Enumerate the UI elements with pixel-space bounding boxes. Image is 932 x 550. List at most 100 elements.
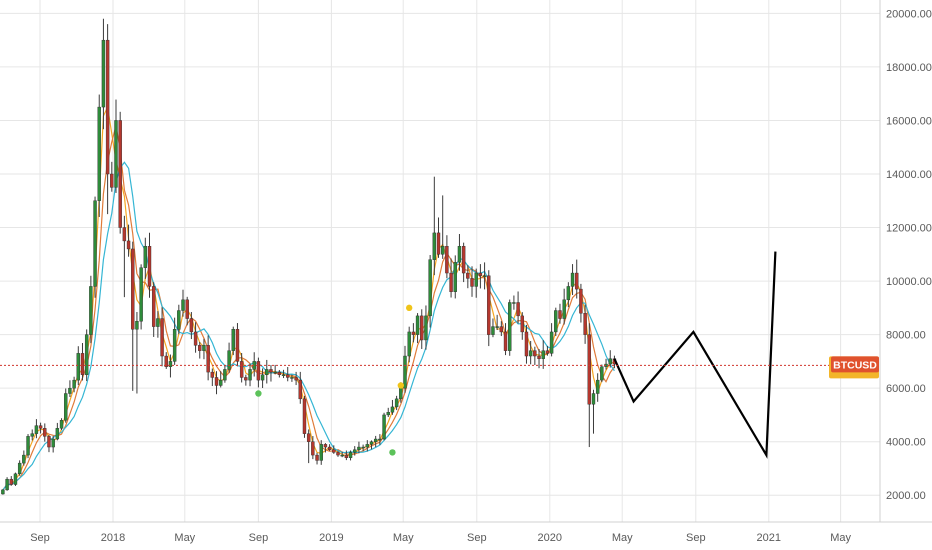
signal-dot [255,390,262,397]
candle-body [105,39,110,175]
candle [1,489,5,495]
candle-body [369,441,374,445]
ma-slow-line [2,161,615,491]
candle-body [508,302,512,351]
candle-body [491,326,495,335]
candle-body [516,302,520,317]
candle [181,289,185,317]
price-label-text: BTCUSD [833,359,877,371]
candle-body [193,331,198,346]
candle [549,323,554,357]
candle-body [432,232,437,260]
candle-body [198,345,202,351]
candle [315,452,319,465]
chart-grid [0,0,880,522]
candle-body [34,425,39,434]
candle [407,326,411,363]
x-tick-label: Sep [467,532,487,544]
candle-body [361,446,365,449]
candle-body [13,473,18,485]
candle-body [394,398,399,408]
candle-body [306,433,311,442]
candle-body [22,454,26,464]
candle [13,472,18,486]
x-tick-label: 2018 [101,532,125,544]
candle [495,314,499,331]
candle-body [126,240,131,250]
candle-body [311,441,315,456]
candle-body [131,248,135,330]
candle-body [181,299,185,311]
symbol-price-label[interactable]: BTCUSD [829,356,879,379]
candle [22,450,26,466]
candle-body [436,232,441,255]
candle [47,434,51,453]
candle [64,388,68,423]
candle [323,443,328,453]
candle-body [470,278,474,287]
candle-body [579,288,583,314]
candle [227,342,231,373]
candle [235,323,240,367]
candle [110,161,114,192]
candle-body [608,358,612,365]
candle-body [457,246,462,263]
candle [566,282,571,308]
candle-body [248,369,252,381]
candle-body [487,275,491,335]
x-tick-label: May [174,532,195,544]
candle [583,304,587,344]
candle [97,94,101,217]
candle-body [68,387,72,394]
ma-fast-line [2,105,615,491]
candle-body [101,39,106,108]
candle-body [172,329,177,362]
candle-body [528,350,533,357]
candle-body [210,371,215,378]
candle [461,242,466,283]
candle [80,343,85,381]
candle [286,366,290,382]
candle-body [336,452,340,456]
candle [570,264,575,296]
candle-body [135,321,139,330]
candle [135,311,139,394]
candle [206,335,210,381]
candle [306,429,311,464]
candle-body [290,377,294,379]
candle [210,368,215,387]
candle [348,450,353,461]
candle-body [260,374,265,381]
y-tick-label: 16000.00 [886,115,932,127]
candle-body [164,355,168,367]
candle [524,324,529,364]
candle-body [26,436,30,456]
candle [491,318,495,338]
candle [499,321,504,337]
candle [38,422,43,434]
candle-body [294,377,298,381]
candle-body [9,478,13,485]
candle-body [59,420,64,429]
candle-body [277,371,282,375]
candle [390,399,395,415]
candle [219,371,223,388]
candle-body [239,361,244,378]
ma-mid-line [2,125,615,491]
candle-body [566,286,571,301]
candle [386,407,390,417]
candle-body [118,120,122,228]
candle [420,309,424,349]
candle [277,369,282,378]
candle [353,446,357,456]
candle [344,450,349,461]
candle [126,224,131,257]
candle [59,418,64,431]
y-tick-label: 8000.00 [886,330,926,342]
candle-body [466,272,470,279]
candle-body [30,433,34,437]
candle [482,262,487,290]
candle [231,326,235,356]
candle-body [55,428,60,440]
candle [9,476,13,486]
